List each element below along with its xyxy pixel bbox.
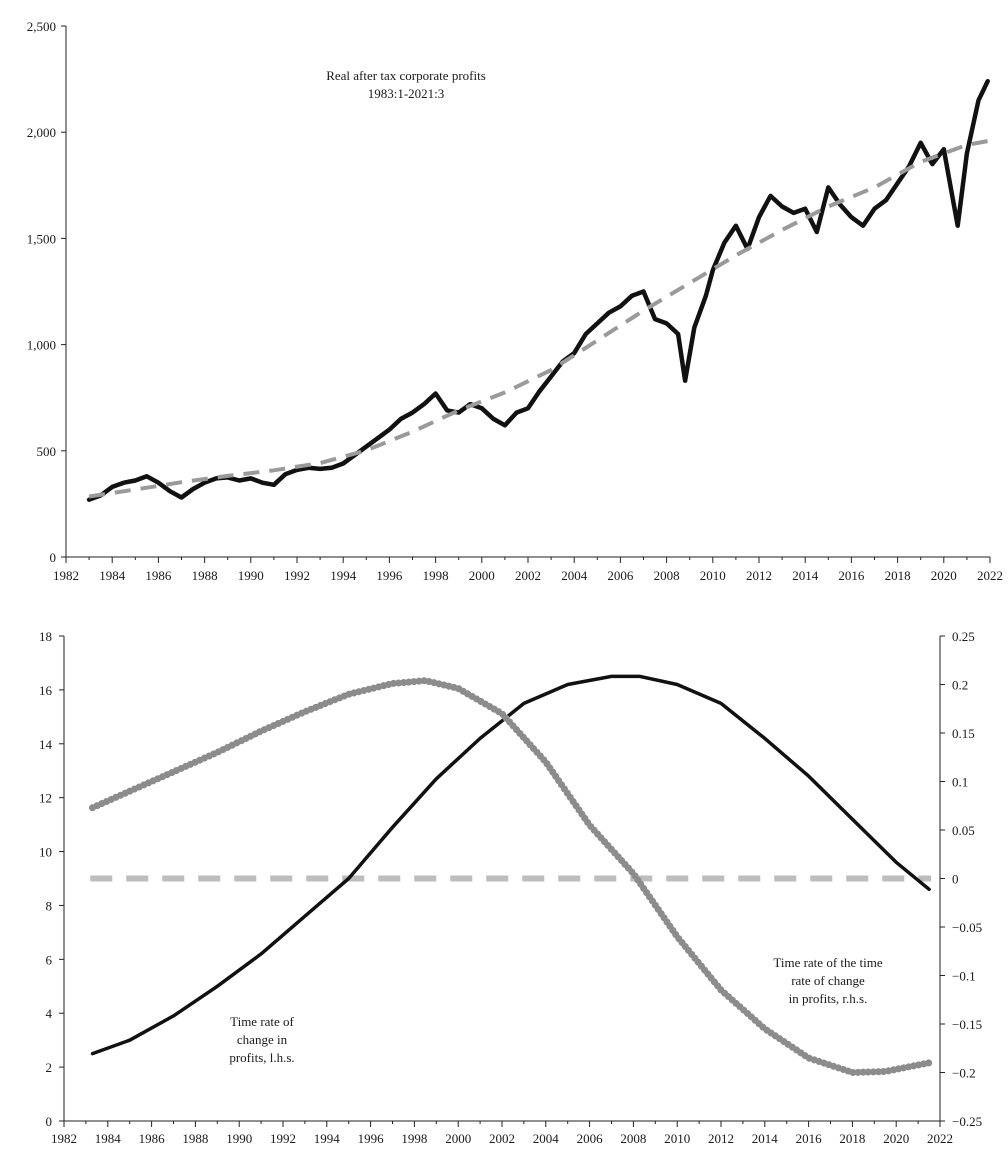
chart2-left-tick-label: 4 [46, 1006, 53, 1021]
chart1-x-tick-label: 1990 [238, 568, 264, 583]
chart1-series [86, 78, 991, 502]
chart1-x-tick-label: 2020 [931, 568, 957, 583]
chart2-x-tick-label: 1984 [95, 1131, 122, 1146]
chart1-x-tick-label: 2018 [885, 568, 911, 583]
chart2-x-tick-label: 1992 [270, 1131, 296, 1146]
chart2-x-tick-label: 2008 [620, 1131, 646, 1146]
chart1-x-tick-label: 2000 [469, 568, 495, 583]
chart1-axes: 0 500 1,000 1,500 2,000 2,500 1982 1984 1986 1988… [27, 19, 1003, 583]
chart2-right-tick-label: 0.25 [952, 629, 975, 644]
annotation-left: Time rate of change in profits, l.h.s. [229, 1014, 294, 1065]
annotation-right: Time rate of the time rate of change in … [773, 955, 883, 1006]
chart2-x-tick-label: 1982 [51, 1131, 77, 1146]
rate-of-rate-line [89, 677, 933, 1077]
chart1-x-tick-label: 1996 [376, 568, 403, 583]
chart1-y-tick-label: 1,000 [27, 338, 56, 353]
chart1-x-tick-label: 2006 [607, 568, 634, 583]
chart2-left-tick-label: 12 [39, 791, 52, 806]
chart2-x-tick-label: 2002 [489, 1131, 515, 1146]
chart2-x-tick-label: 1988 [182, 1131, 208, 1146]
chart2-x-tick-label: 2022 [927, 1131, 953, 1146]
chart2-right-tick-label: −0.2 [952, 1066, 976, 1081]
chart2-x-tick-label: 1998 [401, 1131, 427, 1146]
annotation-left-line-1: Time rate of [230, 1014, 294, 1029]
chart2-right-tick-label: 0 [952, 872, 959, 887]
chart1-x-tick-label: 2016 [838, 568, 865, 583]
chart2-left-tick-label: 16 [39, 683, 53, 698]
chart1-subtitle: 1983:1-2021:3 [368, 86, 445, 101]
annotation-right-line-1: Time rate of the time [773, 955, 883, 970]
chart1-x-tick-label: 1986 [145, 568, 172, 583]
chart2-x-tick-label: 2006 [577, 1131, 604, 1146]
chart2-x-tick-label: 2018 [839, 1131, 865, 1146]
rate-of-change-line [90, 674, 931, 1056]
chart2-right-tick-label: −0.1 [952, 969, 976, 984]
chart1-y-tick-label: 1,500 [27, 231, 56, 246]
chart1-y-tick-label: 2,000 [27, 125, 56, 140]
chart2-right-tick-label: 0.15 [952, 726, 975, 741]
chart2-left-tick-label: 8 [46, 898, 53, 913]
profits-line [86, 78, 990, 502]
chart1-x-tick-label: 2014 [792, 568, 819, 583]
chart2-x-tick-label: 1996 [358, 1131, 385, 1146]
chart2-x-tick-label: 2016 [796, 1131, 823, 1146]
chart-rates: 0 2 4 6 8 10 12 14 16 18 −0.25 −0.2 −0.15 −0.1 −0.05 0 0… [39, 629, 982, 1146]
chart2-x-tick-label: 1994 [314, 1131, 341, 1146]
chart1-y-tick-label: 2,500 [27, 19, 56, 34]
chart1-x-tick-label: 1988 [192, 568, 218, 583]
annotation-right-line-3: in profits, r.h.s. [789, 991, 868, 1006]
chart2-x-tick-label: 1990 [226, 1131, 252, 1146]
chart2-axes: 0 2 4 6 8 10 12 14 16 18 −0.25 −0.2 −0.15 −0.1 −0.05 0 0… [39, 629, 982, 1146]
trend-line [88, 138, 991, 499]
chart1-x-tick-label: 2008 [654, 568, 680, 583]
chart1-x-tick-label: 2012 [746, 568, 772, 583]
chart1-x-tick-label: 2004 [561, 568, 588, 583]
chart2-left-tick-label: 10 [39, 845, 52, 860]
chart2-right-tick-label: −0.15 [952, 1017, 982, 1032]
chart2-right-tick-label: 0.1 [952, 775, 968, 790]
chart2-right-tick-label: 0.05 [952, 823, 975, 838]
chart2-x-tick-label: 2010 [664, 1131, 690, 1146]
chart-profits: 0 500 1,000 1,500 2,000 2,500 1982 1984 1986 1988… [27, 19, 1003, 583]
chart1-x-tick-label: 1984 [99, 568, 126, 583]
chart1-x-tick-label: 1994 [330, 568, 357, 583]
chart1-x-tick-label: 2002 [515, 568, 541, 583]
chart2-left-tick-label: 18 [39, 629, 52, 644]
annotation-left-line-3: profits, l.h.s. [229, 1050, 294, 1065]
annotation-right-line-2: rate of change [791, 973, 865, 988]
chart2-x-tick-label: 2004 [533, 1131, 560, 1146]
chart2-x-tick-label: 2020 [883, 1131, 909, 1146]
chart2-x-tick-label: 2000 [445, 1131, 471, 1146]
chart2-left-tick-label: 0 [46, 1114, 53, 1129]
chart2-series [89, 674, 933, 1077]
annotation-left-line-2: change in [237, 1032, 288, 1047]
chart2-left-tick-label: 14 [39, 737, 53, 752]
chart1-x-tick-label: 1992 [284, 568, 310, 583]
chart1-title: Real after tax corporate profits [326, 68, 486, 83]
chart1-x-tick-label: 2010 [700, 568, 726, 583]
chart1-y-tick-label: 0 [50, 550, 57, 565]
chart2-x-tick-label: 1986 [139, 1131, 166, 1146]
chart2-x-tick-label: 2012 [708, 1131, 734, 1146]
chart1-x-tick-label: 1998 [423, 568, 449, 583]
chart2-right-tick-label: −0.25 [952, 1114, 982, 1129]
chart2-x-tick-label: 2014 [752, 1131, 779, 1146]
chart1-y-tick-label: 500 [37, 444, 57, 459]
chart2-right-tick-label: 0.2 [952, 678, 968, 693]
chart2-right-tick-label: −0.05 [952, 920, 982, 935]
chart2-left-tick-label: 2 [46, 1060, 53, 1075]
chart2-left-tick-label: 6 [46, 952, 53, 967]
chart1-x-tick-label: 1982 [53, 568, 79, 583]
chart1-x-tick-label: 2022 [977, 568, 1003, 583]
